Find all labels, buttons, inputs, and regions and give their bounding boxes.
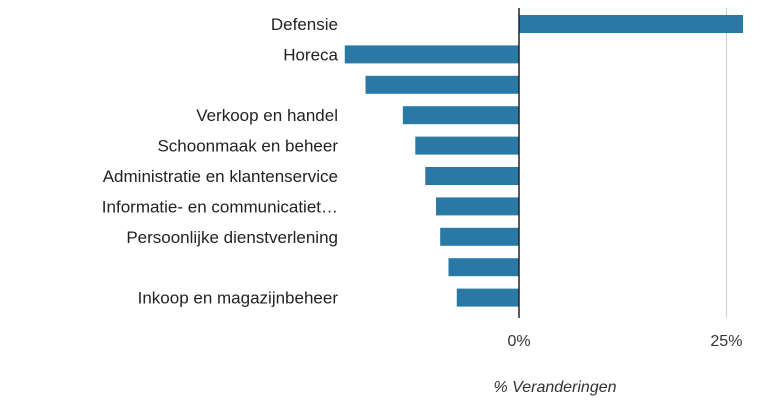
bar-0 (519, 15, 743, 33)
x-tick-label: 0% (507, 333, 530, 350)
category-label: Horeca (283, 45, 338, 64)
category-label: Informatie- en communicatiet… (102, 197, 338, 216)
bar-1 (344, 45, 519, 64)
bar-3 (402, 106, 519, 125)
bar-2 (365, 75, 519, 94)
category-label: Schoonmaak en beheer (157, 137, 338, 156)
category-label: Persoonlijke dienstverlening (126, 228, 338, 247)
x-axis-title: % Veranderingen (493, 379, 616, 396)
category-label: Defensie (271, 15, 338, 34)
category-label: Administratie en klantenservice (103, 167, 338, 186)
bar-5 (425, 167, 519, 185)
bars-layer (344, 15, 743, 307)
category-labels: Defensie Horeca Verkoop en handel Schoonmaa… (102, 15, 339, 308)
x-tick-label: 25% (710, 333, 742, 350)
bar-6 (436, 197, 519, 216)
bar-8 (448, 258, 519, 277)
bar-4 (415, 136, 519, 155)
category-label: Verkoop en handel (196, 106, 338, 125)
bar-9 (456, 288, 519, 307)
x-tick-labels: 0% 25% (507, 333, 742, 350)
bar-7 (440, 227, 519, 246)
category-label: Inkoop en magazijnbeheer (138, 289, 339, 308)
